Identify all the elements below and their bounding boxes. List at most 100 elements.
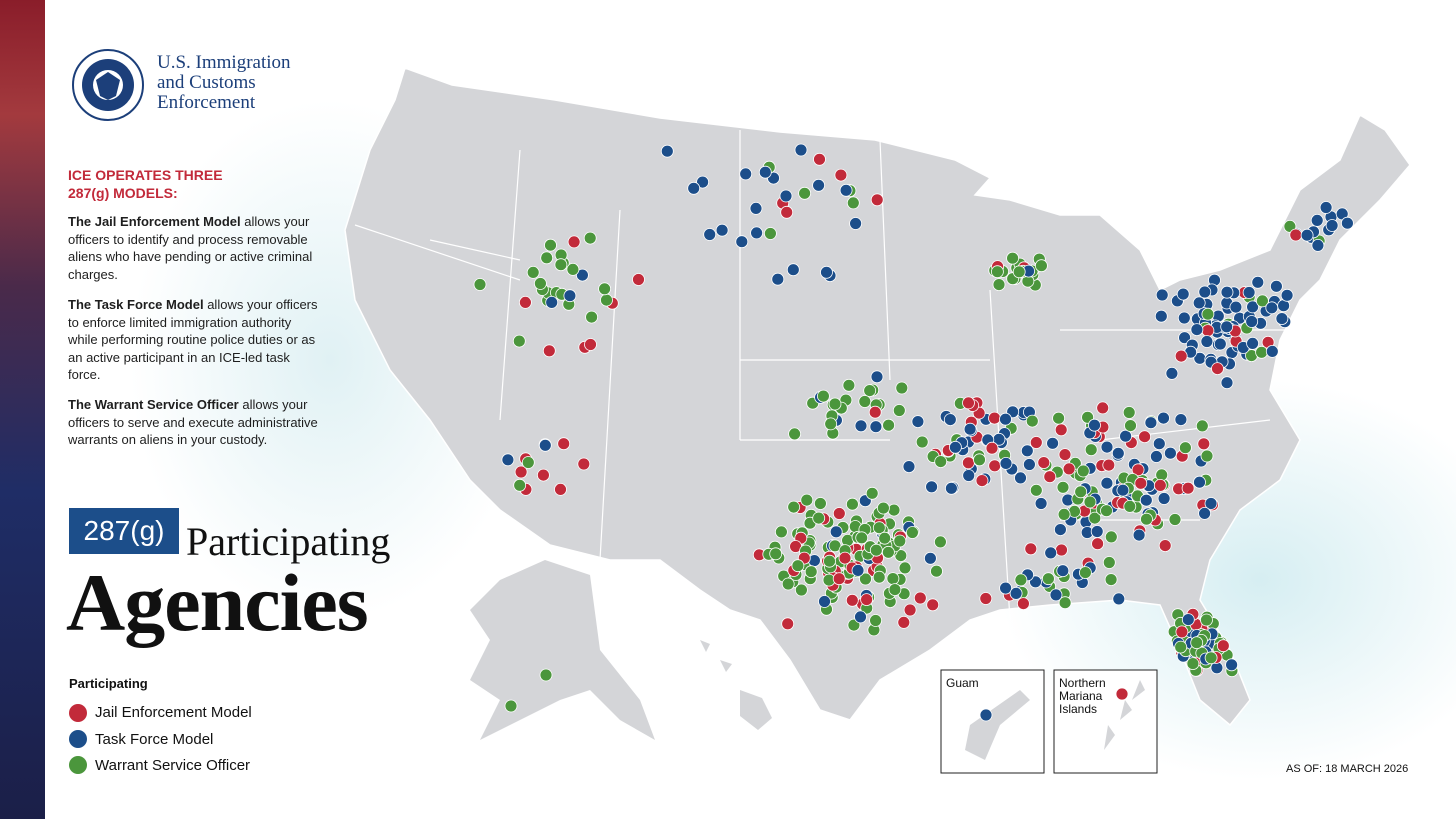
agency-dot [1319, 201, 1333, 214]
agency-dot [851, 564, 865, 577]
agency-dot [1029, 483, 1043, 497]
agency-dot [1020, 444, 1034, 458]
agency-dot [1256, 294, 1269, 308]
agency-dot [893, 534, 907, 548]
legend-label: Warrant Service Officer [95, 757, 251, 774]
agency-dot [1220, 285, 1234, 299]
agency-dot [504, 699, 518, 713]
agency-dot [542, 344, 556, 358]
agency-dot [526, 265, 540, 279]
inset-label: Northern Mariana Islands [1059, 676, 1106, 716]
legend-marker [69, 730, 87, 748]
agency-dot [1084, 443, 1098, 457]
agency-dot [795, 583, 808, 597]
agency-dot [1193, 475, 1206, 489]
agency-dot [1056, 564, 1070, 578]
agency-dot [787, 500, 801, 514]
agency-dot [521, 456, 535, 469]
agency-dot [473, 278, 487, 291]
agency-dot [845, 593, 859, 607]
agency-dot [1165, 366, 1179, 380]
agency-dot [1076, 464, 1090, 478]
agency-dot [988, 411, 1001, 425]
agency-dot [1054, 523, 1067, 536]
agency-dot [973, 453, 986, 467]
agency-dot [1090, 525, 1104, 538]
agency-dot [1014, 471, 1027, 485]
agency-dot [1255, 345, 1268, 359]
agency-dot [1176, 287, 1190, 301]
agency-dot [1138, 430, 1151, 444]
agency-dot [1154, 309, 1168, 323]
agency-dot [870, 193, 884, 207]
agency-dot [771, 272, 785, 286]
agency-dot [1043, 470, 1057, 484]
agency-dot [1175, 625, 1189, 639]
agency-dot [1220, 376, 1234, 390]
agency-dot [1058, 596, 1072, 610]
agency-dot [1091, 537, 1104, 551]
agency-dot [764, 227, 777, 240]
agency-dot [1115, 687, 1129, 701]
agency-dot [1055, 543, 1068, 557]
agency-dot [1153, 478, 1167, 492]
agency-dot [1220, 320, 1234, 334]
agency-dot [1179, 441, 1192, 455]
agency-dot [1102, 556, 1116, 569]
agency-dot [1112, 592, 1126, 606]
agency-dot [1155, 468, 1169, 482]
agency-dot [849, 217, 862, 230]
agency-dot [999, 581, 1012, 595]
agency-dot [1058, 448, 1072, 462]
agency-dot [1139, 493, 1153, 507]
agency-dot [962, 456, 975, 470]
agency-dot [820, 265, 833, 279]
agency-dot [934, 455, 948, 469]
para-lead: The Jail Enforcement Model [68, 214, 241, 229]
agency-dot [1168, 513, 1182, 526]
agency-dot [780, 205, 794, 219]
para-text: allows your officers to identify and pro… [68, 214, 313, 282]
paragraph: The Jail Enforcement Model allows your o… [68, 213, 320, 283]
agency-dot [1046, 436, 1059, 450]
agency-dot [925, 480, 938, 494]
agency-dot [863, 384, 877, 398]
agency-dot [1083, 495, 1097, 509]
agency-dot [892, 404, 906, 417]
agency-dot [1289, 228, 1303, 242]
agency-dot [878, 531, 892, 545]
agency-dot [1311, 238, 1325, 252]
org-line: and Customs [157, 72, 256, 93]
legend-label: Jail Enforcement Model [95, 704, 252, 721]
guam-shape [965, 690, 1030, 760]
agency-dot [585, 310, 598, 324]
agency-dot [814, 497, 827, 510]
agency-dot [924, 551, 937, 565]
agency-dot [1152, 437, 1166, 451]
agency-dot [975, 474, 989, 488]
agency-dot [818, 595, 831, 608]
agency-dot [1052, 411, 1065, 425]
agency-dot [703, 228, 717, 241]
agency-dot [832, 572, 846, 586]
agency-dot [779, 189, 793, 203]
agency-dot [1025, 414, 1039, 428]
title-line1: Participating [186, 519, 391, 564]
agency-dot [1325, 219, 1339, 232]
agency-dot [812, 511, 826, 525]
agency-dot [828, 397, 842, 411]
agency-dot [860, 593, 873, 606]
agency-dot [1122, 406, 1136, 419]
agency-dot [906, 526, 919, 539]
agency-dot [1198, 507, 1211, 520]
agency-dot [812, 178, 825, 192]
agency-dot [1104, 573, 1118, 586]
agency-dot [869, 614, 882, 627]
agency-dot [750, 226, 763, 240]
agency-dot [813, 152, 826, 166]
agency-dot [1104, 530, 1118, 544]
agency-dot [1275, 312, 1289, 326]
title-badge: 287(g) [69, 508, 179, 554]
agency-dot [534, 277, 547, 290]
agency-dot [1192, 296, 1206, 310]
